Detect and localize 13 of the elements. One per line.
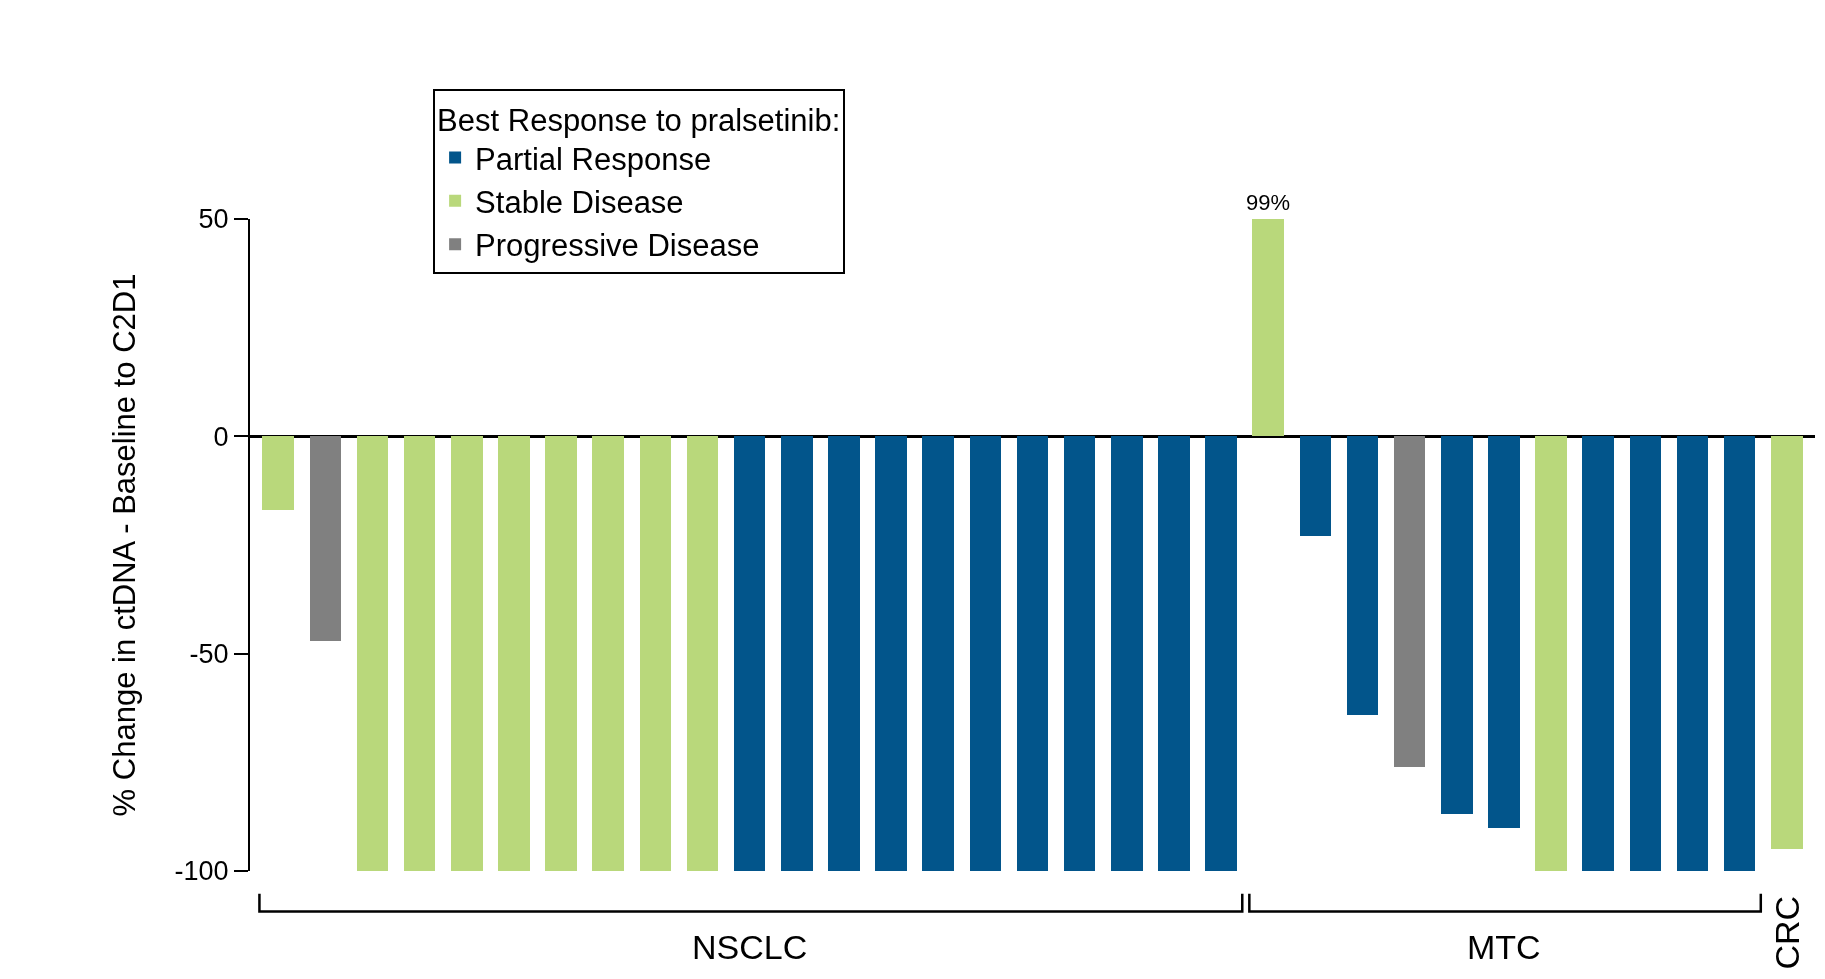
y-tick-label: 0 [213,421,229,452]
y-tick-label: 50 [198,204,229,235]
legend-label: Partial Response [475,141,712,177]
text: NSCLC [692,928,808,966]
legend-label: Stable Disease [475,184,684,220]
legend-label: Progressive Disease [475,228,760,264]
y-axis-title: % Change in ctDNA - Baseline to C2D1 [106,273,142,817]
text: MTC [1467,928,1541,966]
y-tick-label: -100 [174,856,229,887]
legend-title: Best Response to pralsetinib: [437,102,841,138]
text: CRC [1767,895,1806,970]
annotation: 99% [1246,190,1291,215]
y-tick-label: -50 [189,639,229,670]
